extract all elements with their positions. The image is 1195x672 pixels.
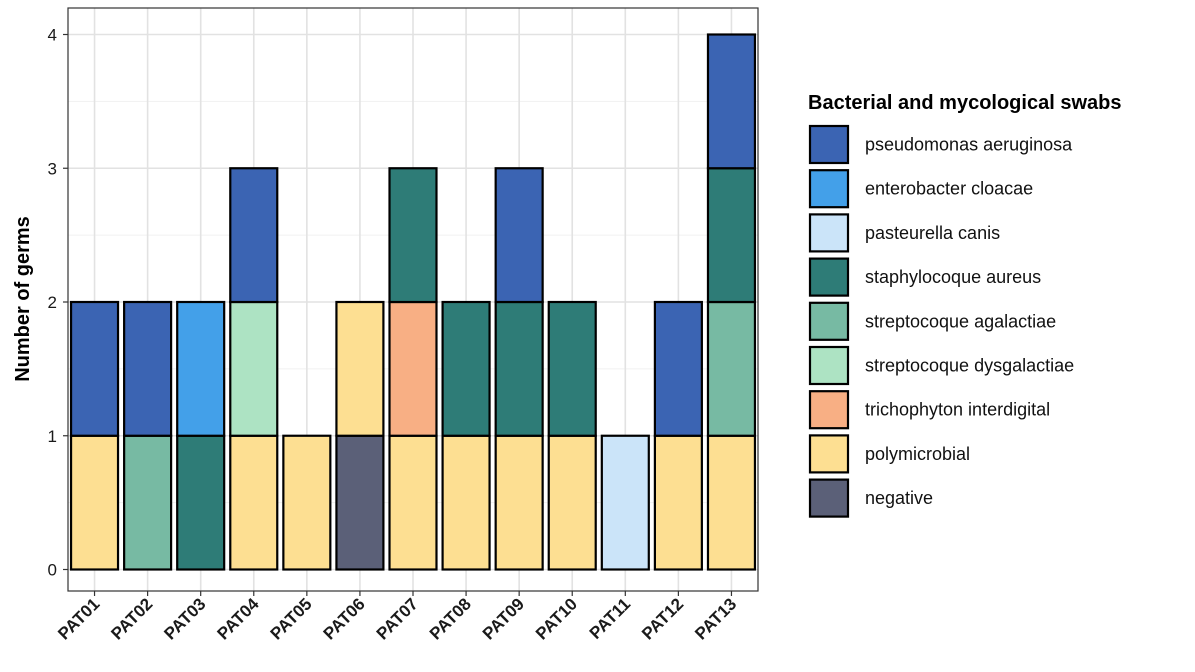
legend-label: enterobacter cloacae (865, 179, 1033, 199)
legend-swatch (808, 301, 850, 341)
bar-segment (229, 434, 279, 571)
bar-segment (494, 434, 544, 571)
legend-title: Bacterial and mycological swabs (808, 92, 1121, 114)
bar-segment (335, 434, 385, 571)
legend-label: pasteurella canis (865, 223, 1000, 243)
x-tick-label: PAT08 (426, 594, 475, 643)
y-tick-label: 0 (48, 561, 57, 580)
legend-label: negative (865, 488, 933, 508)
x-tick-label: PAT01 (54, 594, 103, 643)
legend-swatch (808, 257, 850, 297)
legend-swatch (808, 478, 850, 518)
legend-swatch (808, 345, 850, 386)
legend-swatch (808, 124, 850, 165)
bars-group (69, 33, 757, 571)
bar-segment (706, 33, 757, 170)
bar-segment (706, 300, 757, 437)
bar-segment (441, 300, 491, 437)
bar-segment (441, 434, 491, 571)
bar-segment (600, 434, 650, 571)
legend-label: streptocoque agalactiae (865, 311, 1056, 331)
y-tick-label: 2 (48, 293, 57, 312)
legend-label: trichophyton interdigital (865, 400, 1050, 420)
bar-segment (388, 434, 438, 571)
bar-segment (69, 434, 120, 571)
legend-swatch (808, 390, 850, 430)
legend: pseudomonas aeruginosa enterobacter cloac… (808, 124, 1074, 519)
y-axis-label: Number of germs (12, 216, 34, 382)
x-tick-label: PAT02 (107, 594, 156, 643)
x-axis: PAT01 PAT02 PAT03 PAT04 PAT05 PAT06 PAT07 PAT08… (54, 591, 740, 643)
bar-segment (547, 434, 597, 571)
legend-swatch (808, 169, 850, 209)
legend-swatch (808, 213, 850, 253)
x-tick-label: PAT10 (532, 594, 581, 643)
bar-segment (123, 300, 173, 437)
bar-segment (229, 300, 279, 437)
bar-segment (176, 300, 226, 437)
bar-segment (388, 167, 438, 304)
bar-segment (176, 434, 226, 571)
bar-segment (282, 434, 332, 571)
x-tick-label: PAT07 (373, 594, 422, 643)
legend-label: pseudomonas aeruginosa (865, 135, 1073, 155)
legend-swatch (808, 434, 850, 474)
bar-segment (494, 300, 544, 437)
x-tick-label: PAT03 (160, 594, 209, 643)
bar-segment (653, 434, 703, 571)
x-tick-label: PAT09 (479, 594, 528, 643)
x-tick-label: PAT13 (691, 594, 740, 643)
legend-label: polymicrobial (865, 444, 970, 464)
bar-segment (547, 300, 597, 437)
bar-segment (494, 167, 544, 304)
bar-segment (335, 300, 385, 437)
bar-segment (229, 167, 279, 304)
x-tick-label: PAT12 (638, 594, 687, 643)
y-tick-label: 4 (48, 26, 57, 45)
legend-label: staphylocoque aureus (865, 267, 1041, 287)
legend-label: streptocoque dysgalactiae (865, 356, 1074, 376)
bar-segment (388, 300, 438, 437)
x-tick-label: PAT06 (320, 594, 369, 643)
bar-segment (706, 167, 757, 304)
bar-segment (123, 434, 173, 571)
x-tick-label: PAT04 (214, 594, 263, 643)
bar-segment (653, 300, 703, 437)
x-tick-label: PAT11 (586, 594, 634, 642)
y-tick-label: 1 (48, 427, 57, 446)
y-tick-label: 3 (48, 159, 57, 178)
x-tick-label: PAT05 (267, 594, 316, 643)
bar-segment (706, 434, 757, 571)
y-axis: 0 1 2 3 4 (48, 26, 68, 580)
bar-segment (69, 300, 120, 437)
